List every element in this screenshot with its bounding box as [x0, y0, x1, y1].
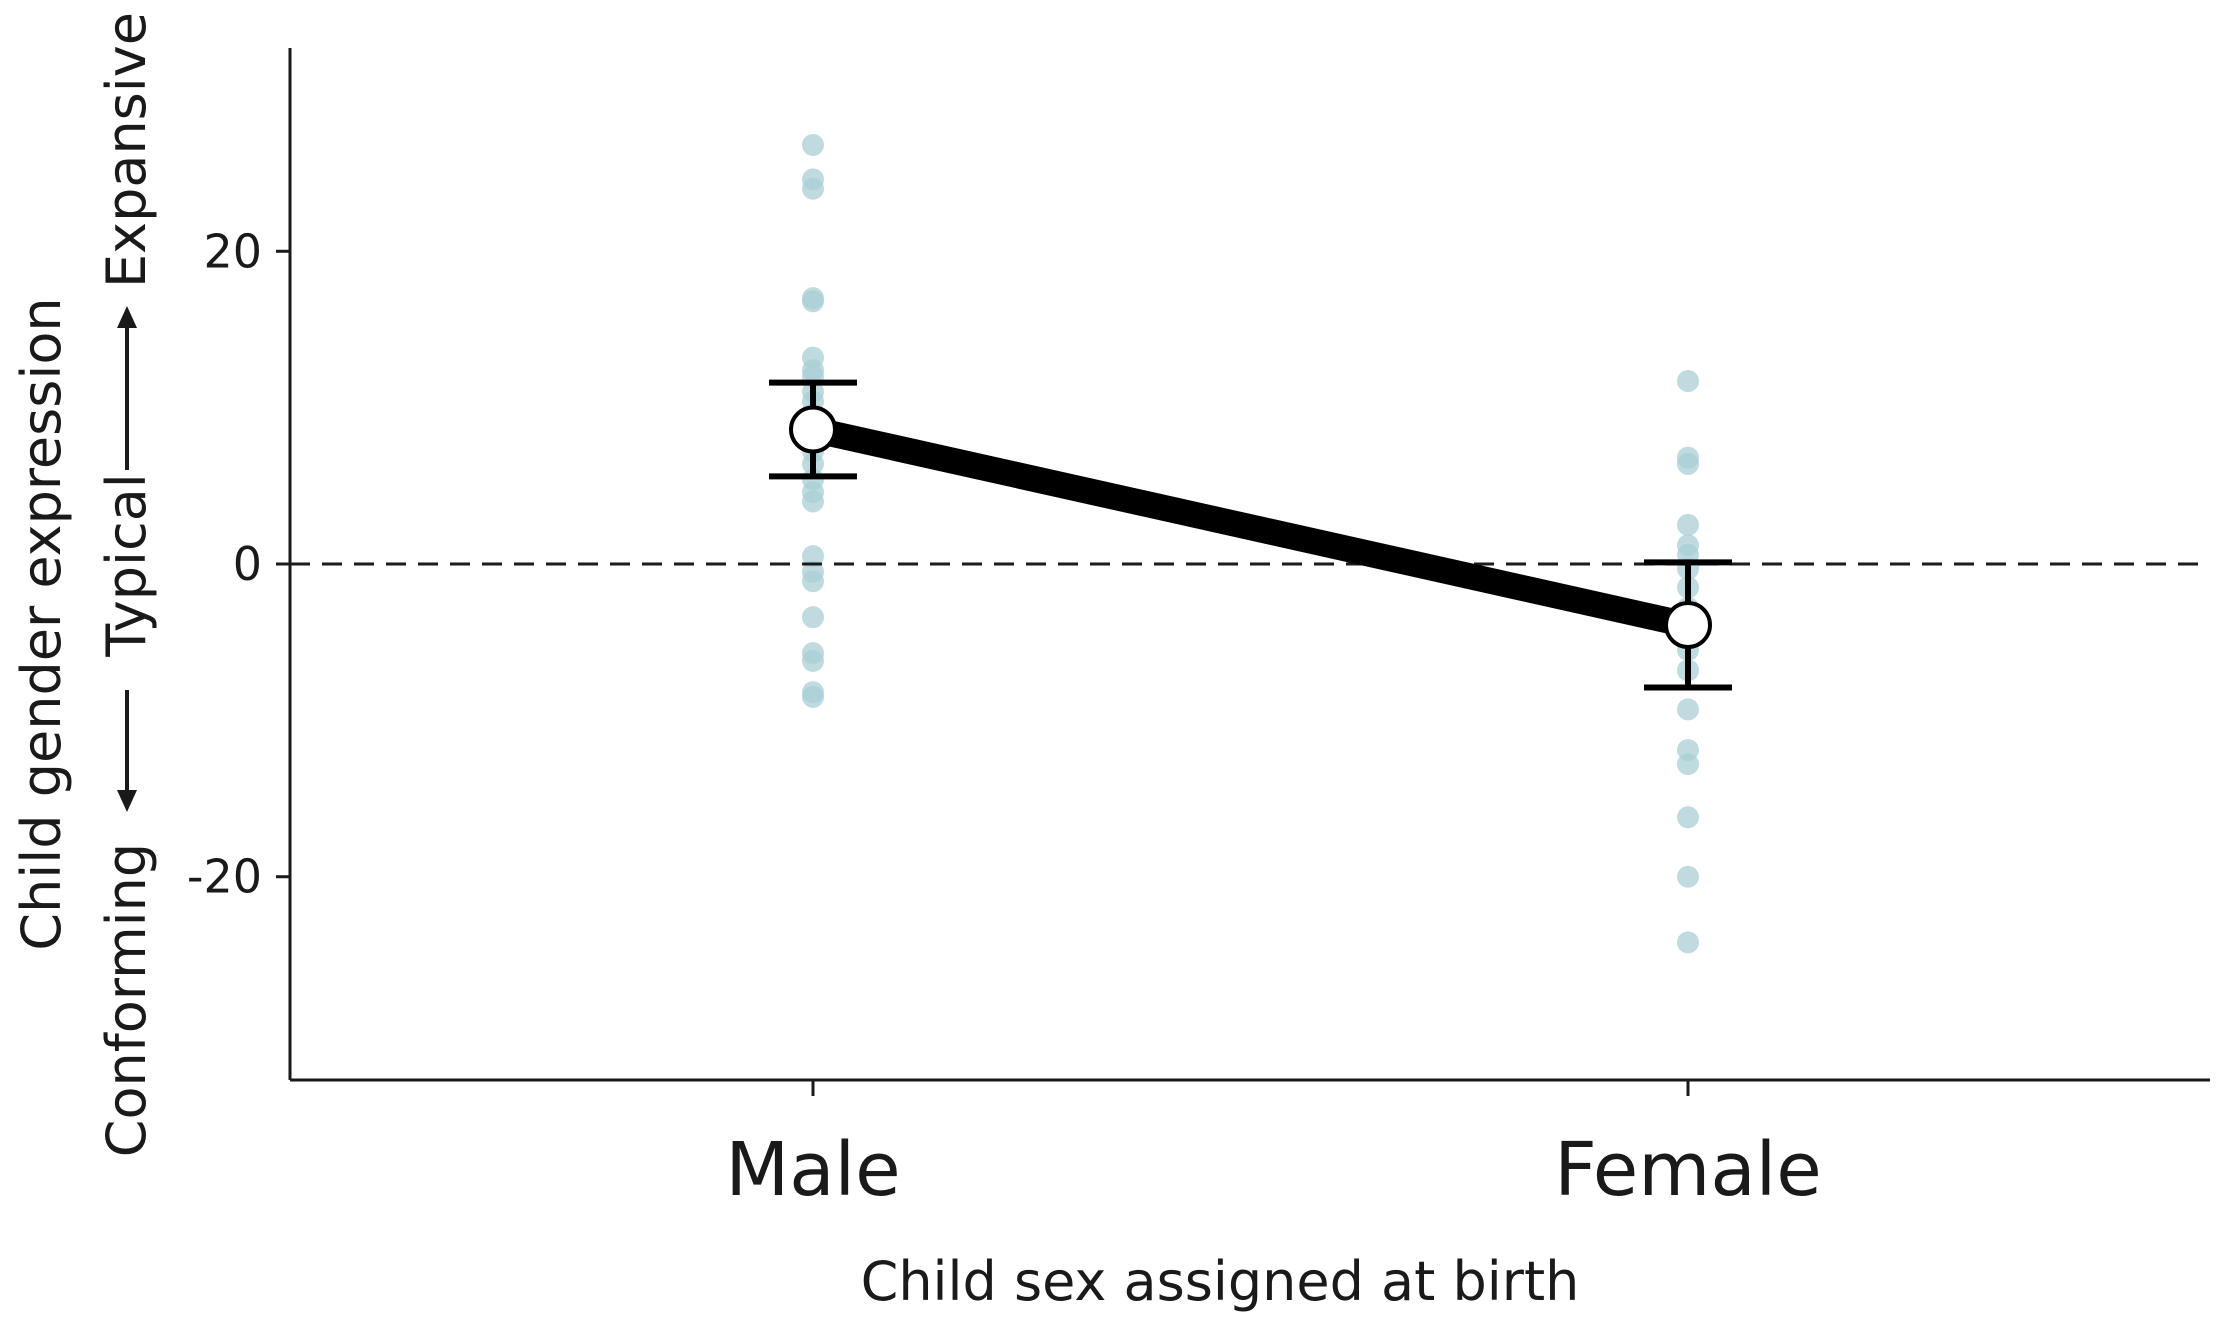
mean-marker-male — [789, 405, 837, 454]
data-point-male — [802, 290, 824, 313]
x-category-label-female: Female — [1554, 1127, 1822, 1213]
data-point-female — [1677, 865, 1699, 888]
arrow-down-icon — [117, 790, 137, 812]
data-point-male — [802, 490, 824, 513]
y-tick-label: 20 — [203, 224, 262, 278]
data-point-male — [802, 649, 824, 672]
x-category-label-male: Male — [725, 1127, 900, 1213]
raw-points-layer — [802, 133, 1699, 954]
data-point-male — [802, 685, 824, 708]
data-point-female — [1677, 370, 1699, 393]
data-point-female — [1677, 698, 1699, 721]
data-point-male — [802, 133, 824, 156]
data-point-female — [1677, 931, 1699, 954]
data-point-male — [802, 545, 824, 568]
data-point-male — [802, 606, 824, 629]
labels-layer: Child sex assigned at birth Child gender … — [10, 12, 1579, 1313]
arrow-up-icon — [117, 306, 137, 328]
mean-connecting-line — [810, 416, 1691, 638]
mean-marker-female — [1664, 600, 1712, 649]
data-point-female — [1677, 452, 1699, 475]
data-point-female — [1677, 753, 1699, 776]
data-point-male — [802, 570, 824, 593]
y-direction-label-expansive: Expansive — [95, 12, 158, 288]
y-direction-label-typical: Typical — [95, 473, 158, 658]
data-point-female — [1677, 806, 1699, 829]
axes-layer: -20 0 20 Male Female — [187, 48, 2210, 1213]
x-axis-title: Child sex assigned at birth — [861, 1250, 1580, 1313]
y-tick-label: -20 — [187, 850, 262, 904]
y-axis-title: Child gender expression — [10, 297, 73, 950]
y-tick-label: 0 — [233, 537, 262, 591]
mean-series-layer — [769, 379, 1732, 691]
data-point-female — [1677, 513, 1699, 536]
data-point-male — [802, 177, 824, 200]
y-direction-label-conforming: Conforming — [95, 843, 158, 1157]
